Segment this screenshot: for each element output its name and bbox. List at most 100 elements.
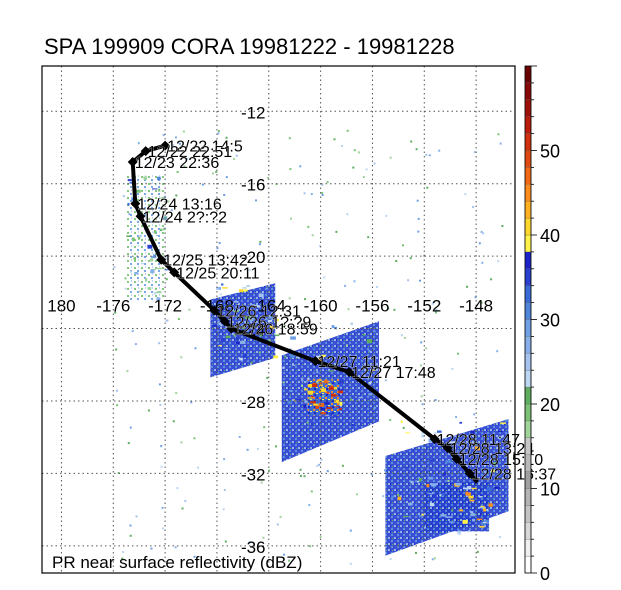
echo-dot [250, 361, 253, 364]
rain-cell [426, 483, 430, 488]
lon-tick-label: -164 [252, 296, 286, 315]
rain-cell [228, 344, 232, 347]
echo-dot [283, 324, 286, 327]
rain-cell [307, 390, 313, 395]
echo-dot [316, 464, 319, 467]
rain-cell [225, 335, 230, 339]
rain-cell [251, 304, 255, 308]
colorbar-segment [524, 234, 532, 253]
echo-dot [268, 469, 271, 472]
echo-dot [166, 319, 169, 322]
echo-dot [165, 257, 168, 260]
echo-dot [248, 268, 251, 271]
echo-dot [288, 137, 291, 140]
echo-dot [223, 458, 226, 461]
echo-dot [482, 232, 485, 235]
track-point [442, 443, 453, 454]
rain-cell [479, 525, 485, 528]
echo-dot [134, 343, 137, 346]
colorbar-segment [524, 65, 532, 84]
echo-dot [288, 559, 291, 562]
echo-dot [193, 437, 196, 440]
rain-cell [158, 197, 164, 199]
echo-dot [162, 134, 165, 137]
echo-dot [498, 536, 501, 538]
rain-cell [328, 386, 334, 390]
echo-dot [235, 154, 238, 157]
rain-cell [470, 511, 474, 513]
echo-dot [122, 551, 124, 553]
rain-cell [150, 269, 155, 274]
echo-dot [420, 341, 423, 344]
rain-cell [397, 496, 402, 501]
echo-dot [127, 442, 130, 445]
colorbar-segment [524, 336, 532, 354]
rain-cell [254, 305, 260, 308]
echo-dot [402, 426, 405, 429]
track-point [344, 367, 355, 378]
echo-dot [126, 370, 129, 373]
colorbar-tick-label: 30 [540, 311, 560, 331]
echo-dot [121, 557, 124, 560]
rain-cell [327, 383, 332, 385]
lat-tick-label: -12 [241, 103, 266, 122]
echo-dot [347, 308, 350, 311]
echo-dot [258, 243, 261, 246]
rain-cell [157, 267, 162, 270]
rain-cell [334, 399, 340, 403]
echo-dot [385, 379, 388, 382]
rain-cell [225, 325, 229, 330]
rain-cell [326, 391, 330, 394]
lon-tick-label: -152 [407, 296, 441, 315]
echo-dot [255, 199, 257, 202]
echo-dot [128, 213, 131, 216]
rain-cell [159, 229, 162, 232]
echo-dot [258, 351, 261, 354]
echo-dot [323, 276, 326, 279]
rain-cell [408, 502, 413, 506]
echo-dot [307, 377, 310, 380]
echo-dot [402, 244, 404, 247]
rain-cell [311, 347, 317, 349]
echo-dot [129, 426, 132, 429]
rain-cell [313, 403, 319, 406]
rain-cell [486, 487, 493, 492]
colorbar-segment [524, 82, 532, 100]
rain-cell [350, 322, 353, 325]
echo-dot [212, 172, 214, 175]
rain-cell [471, 487, 477, 490]
rain-cell [242, 353, 247, 358]
rain-cell [333, 415, 338, 418]
echo-dot [478, 481, 481, 484]
echo-dot [113, 266, 116, 269]
echo-dot [299, 468, 302, 471]
colorbar-tick-label: 10 [540, 480, 560, 500]
echo-dot [419, 279, 421, 282]
rain-cell [152, 188, 158, 190]
track-point-label: 12/26 1?:?9 [227, 314, 312, 331]
echo-dot [466, 285, 469, 288]
rain-cell [483, 508, 487, 512]
echo-dot [266, 376, 269, 379]
echo-dot [326, 181, 329, 184]
track-point-label: 12/22 14:5 [167, 139, 243, 156]
lon-tick-label: 180 [47, 296, 75, 315]
echo-dot [170, 209, 173, 212]
echo-dot [193, 555, 196, 558]
echo-dot [178, 142, 181, 145]
echo-dot [486, 508, 489, 511]
echo-dot [163, 154, 166, 157]
echo-dot [451, 367, 454, 370]
echo-dot [305, 380, 308, 383]
rain-cell [472, 518, 475, 522]
echo-dot [420, 395, 423, 398]
rain-cell [350, 424, 354, 426]
colorbar-tick-label: 0 [540, 564, 550, 584]
rain-cell [310, 422, 314, 426]
rain-cell [332, 386, 338, 390]
rain-cell [239, 340, 246, 344]
echo-dot [188, 308, 191, 311]
rain-cell [147, 287, 152, 290]
echo-dot [421, 403, 424, 406]
colorbar-segment [524, 150, 532, 168]
